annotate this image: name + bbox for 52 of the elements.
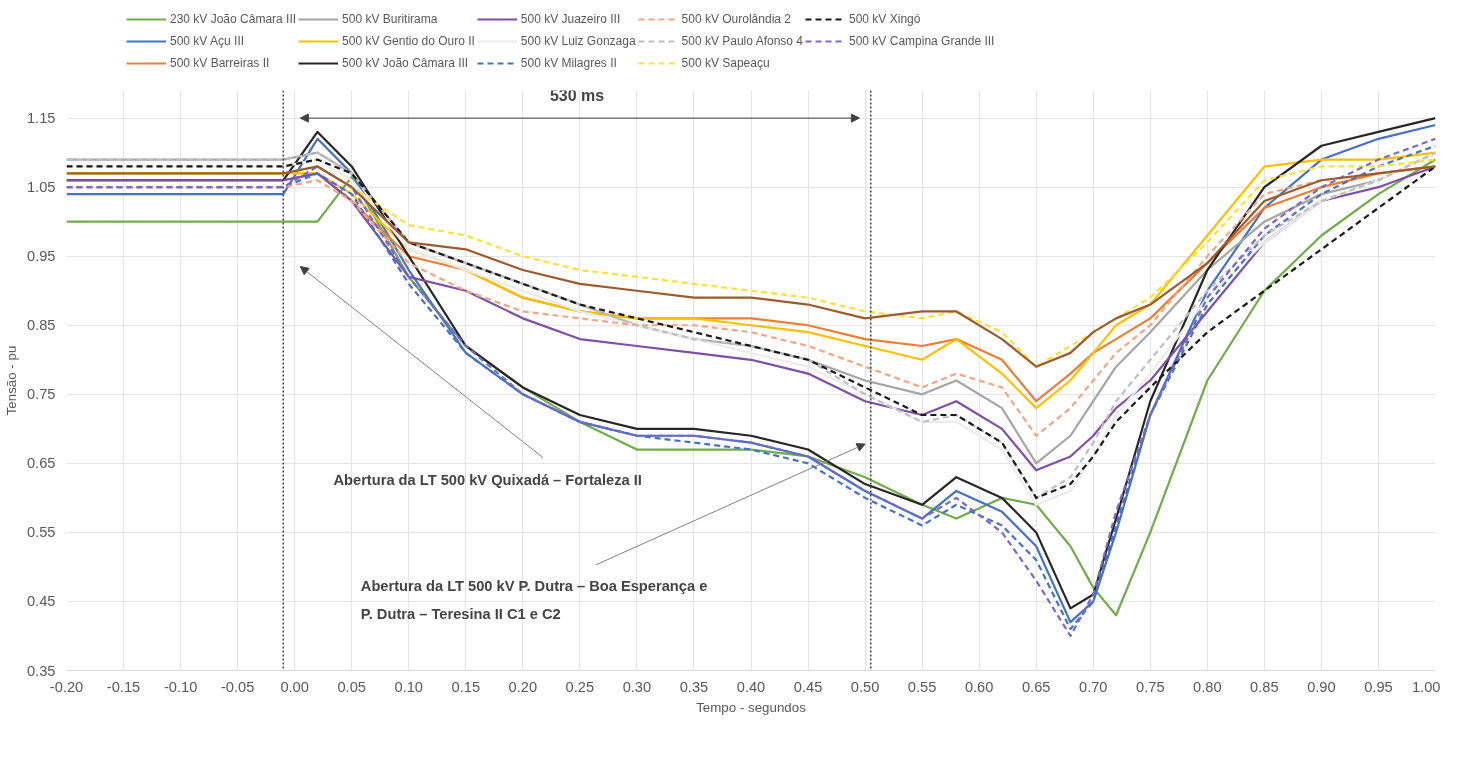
annotation: Abertura da LT 500 kV P. Dutra – Boa Esperança e P. Dutra – Teresina II C1 e C2: [360, 577, 708, 622]
x-tick-label: 0.50: [850, 678, 880, 695]
x-tick-label: 0.25: [565, 678, 595, 695]
legend-label: 500 kV Barreiras II: [170, 56, 270, 70]
x-tick-label: 0.85: [1250, 678, 1279, 695]
annotation: Abertura da LT 500 kV Quixadá – Fortaleza II: [333, 471, 642, 488]
x-tick-label: 0.60: [964, 678, 994, 695]
x-tick-label: 0.70: [1078, 678, 1108, 695]
legend-label: 500 kV Xingó: [849, 12, 921, 26]
x-tick-label: 0.80: [1193, 678, 1222, 695]
y-tick-label: 0.35: [26, 662, 56, 679]
x-tick-label: 0.35: [679, 678, 709, 695]
y-tick-label: 0.85: [26, 317, 56, 334]
x-tick-label: 0.05: [337, 678, 366, 695]
x-tick-label: -0.20: [49, 678, 84, 695]
x-tick-label: 0.30: [622, 678, 652, 695]
y-tick-label: 0.45: [26, 593, 56, 610]
x-tick-label: 0.90: [1307, 678, 1336, 695]
x-tick-label: 0.55: [907, 678, 937, 695]
y-tick-label: 0.95: [26, 248, 56, 265]
x-axis-title: Tempo - segundos: [696, 699, 807, 715]
legend-label: 500 kV Açu III: [170, 34, 245, 48]
x-tick-label: 0.40: [736, 678, 766, 695]
legend-label: 500 kV João Câmara III: [342, 56, 469, 70]
legend-label: 500 kV Luiz Gonzaga: [520, 34, 636, 48]
y-tick-label: 0.65: [26, 455, 56, 472]
legend-label: 500 kV Paulo Afonso 4: [681, 34, 804, 48]
x-tick-label: -0.15: [106, 678, 141, 695]
legend-label: 500 kV Campina Grande III: [849, 34, 995, 48]
y-tick-label: 0.75: [26, 386, 56, 403]
y-tick-label: 1.05: [26, 179, 56, 196]
x-tick-label: 0.75: [1136, 678, 1165, 695]
x-tick-label: 0.95: [1364, 678, 1393, 695]
y-tick-label: 0.55: [26, 524, 56, 541]
legend-label: 500 kV Ourolândia 2: [681, 12, 791, 26]
x-tick-label: 1.00: [1411, 678, 1441, 695]
x-tick-label: -0.10: [163, 678, 198, 695]
legend-label: 230 kV João Câmara III: [170, 12, 297, 26]
x-tick-label: 0.20: [508, 678, 538, 695]
x-tick-label: 0.45: [793, 678, 823, 695]
x-tick-label: 0.65: [1021, 678, 1051, 695]
x-tick-label: 0.15: [451, 678, 481, 695]
legend-label: 500 kV Buritirama: [342, 12, 438, 26]
legend-label: 500 kV Gentio do Ouro II: [342, 34, 475, 48]
x-tick-label: -0.05: [220, 678, 255, 695]
legend-label: 500 kV Sapeaçu: [681, 56, 770, 70]
y-tick-label: 1.15: [26, 110, 56, 127]
x-tick-label: 0.00: [280, 678, 309, 695]
x-tick-label: 0.10: [394, 678, 424, 695]
legend-label: 500 kV Milagres II: [520, 56, 617, 70]
legend-label: 500 kV Juazeiro III: [520, 12, 621, 26]
y-axis-title: Tensão - pu: [3, 345, 19, 416]
